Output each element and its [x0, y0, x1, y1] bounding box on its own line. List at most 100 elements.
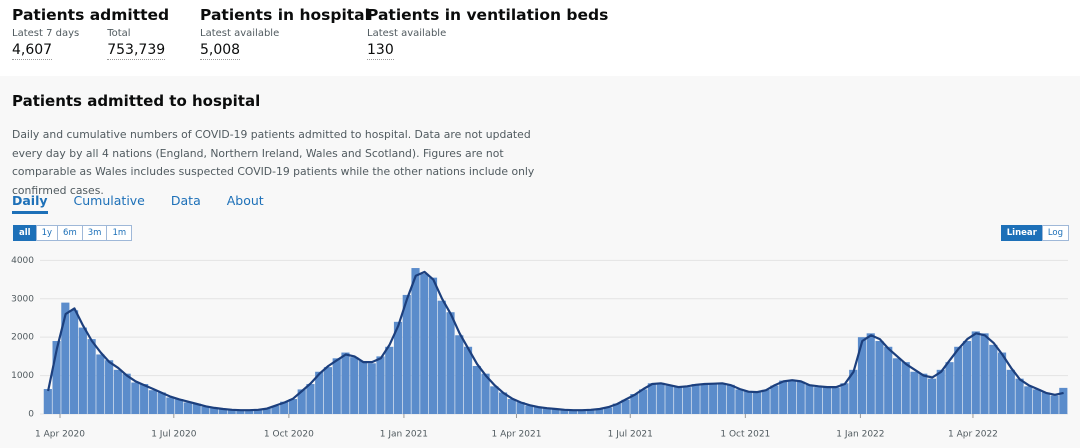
summary-strip: Patients admitted Latest 7 days 4,607 Tot… — [0, 0, 1080, 76]
bar — [306, 384, 315, 414]
bar — [437, 300, 446, 414]
stat-label: Latest 7 days — [12, 28, 80, 39]
bar — [148, 390, 157, 414]
stat-value[interactable]: 753,739 — [107, 42, 166, 60]
range-button[interactable]: 1y — [35, 225, 59, 241]
bar — [218, 409, 227, 414]
stat-title: Patients admitted — [12, 6, 170, 24]
bar — [752, 392, 762, 414]
bar — [131, 382, 140, 414]
bar — [420, 273, 429, 414]
bar — [376, 356, 385, 414]
bar — [52, 341, 61, 414]
bar — [586, 409, 595, 414]
bar — [428, 277, 438, 414]
bar — [323, 367, 333, 414]
bar — [805, 384, 814, 414]
scale-button[interactable]: Log — [1041, 225, 1069, 241]
x-tick-label: 1 Apr 2022 — [948, 430, 998, 440]
y-tick-label: 1000 — [11, 371, 34, 381]
stat-group: Patients admitted Latest 7 days 4,607 Tot… — [12, 6, 169, 60]
range-button[interactable]: 3m — [81, 225, 108, 241]
bar — [525, 405, 534, 414]
chart-card: Patients admitted to hospital Daily and … — [0, 76, 1080, 448]
bar — [814, 387, 823, 414]
bar — [682, 387, 691, 414]
tab[interactable]: About — [226, 193, 264, 208]
bar — [989, 344, 998, 414]
bar — [542, 408, 551, 414]
bar — [1006, 369, 1015, 414]
tabs: Daily Cumulative Data About — [12, 193, 264, 214]
stat-title: Patients in ventilation beds — [367, 6, 609, 24]
bar — [332, 358, 341, 414]
range-button[interactable]: all — [13, 225, 37, 241]
bar — [315, 371, 324, 414]
x-tick-label: 1 Jan 2021 — [380, 430, 428, 440]
bar — [1032, 389, 1042, 414]
bar — [936, 369, 945, 414]
bar — [822, 386, 832, 414]
bar — [700, 384, 709, 414]
bar — [245, 409, 254, 414]
tab[interactable]: Daily — [12, 193, 48, 214]
bar — [875, 341, 884, 414]
line — [47, 270, 1064, 412]
bar — [849, 369, 858, 414]
bar — [175, 399, 184, 414]
bar — [166, 397, 175, 414]
tab[interactable]: Cumulative — [73, 193, 145, 208]
bar — [43, 389, 52, 414]
bar — [604, 407, 613, 414]
bar — [717, 383, 726, 414]
bar — [498, 392, 508, 414]
bar — [113, 369, 122, 414]
bar — [866, 333, 875, 414]
bar — [393, 321, 403, 414]
bar — [612, 403, 621, 414]
bar — [726, 384, 735, 414]
bar — [411, 268, 420, 414]
bar — [490, 386, 499, 414]
bar — [674, 386, 683, 414]
bar — [446, 312, 455, 414]
bar — [639, 389, 648, 414]
bar — [997, 352, 1007, 414]
x-tick-label: 1 Oct 2020 — [264, 430, 314, 440]
bar — [122, 373, 131, 414]
bar — [87, 339, 96, 414]
bar — [1024, 386, 1033, 414]
bar — [253, 409, 263, 414]
bar — [341, 352, 350, 414]
bar — [472, 365, 481, 414]
bar — [533, 406, 543, 414]
bar — [1015, 378, 1024, 414]
bar — [227, 409, 236, 414]
bar — [1050, 395, 1059, 414]
bar — [892, 358, 902, 414]
bar — [927, 378, 937, 414]
bar — [980, 333, 989, 414]
bar — [630, 394, 639, 414]
scale-button[interactable]: Linear — [1000, 225, 1043, 241]
scale-buttons: Linear Log — [1000, 225, 1069, 241]
range-button[interactable]: 1m — [106, 225, 133, 241]
bar — [105, 360, 114, 414]
stat-value[interactable]: 4,607 — [12, 42, 53, 60]
stat-value[interactable]: 130 — [367, 42, 394, 60]
bar — [96, 354, 105, 414]
bar — [744, 391, 753, 414]
bar — [140, 384, 149, 414]
stat-title: Patients in hospital — [200, 6, 370, 24]
bar — [910, 371, 919, 414]
bar — [367, 363, 376, 414]
bar — [61, 302, 70, 414]
bar — [201, 406, 210, 414]
tab[interactable]: Data — [170, 193, 201, 208]
y-tick-label: 3000 — [11, 294, 34, 304]
bar — [455, 335, 464, 414]
stat-value[interactable]: 5,008 — [200, 42, 241, 60]
range-button[interactable]: 6m — [57, 225, 83, 241]
x-tick-label: 1 Jul 2020 — [151, 430, 196, 440]
bar — [770, 385, 779, 414]
